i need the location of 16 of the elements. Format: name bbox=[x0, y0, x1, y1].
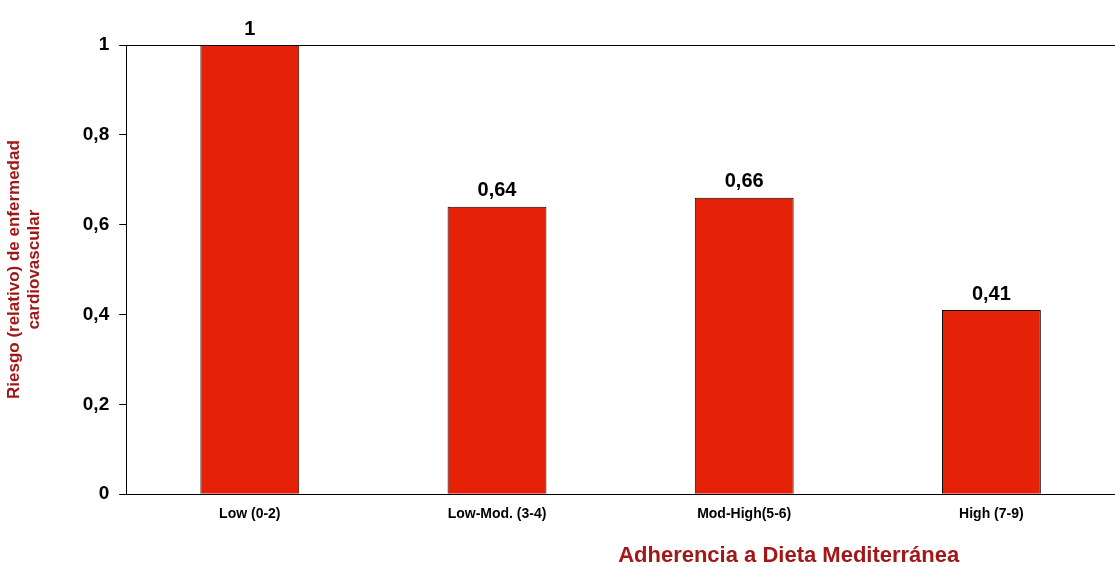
x-tick-label: High (7-9) bbox=[959, 505, 1024, 522]
data-label: 1 bbox=[244, 16, 256, 39]
y-tick-label: 1 bbox=[98, 33, 110, 55]
y-tick-label: 0 bbox=[98, 482, 110, 504]
data-label: 0,41 bbox=[971, 281, 1011, 304]
y-tick-label: 0,6 bbox=[82, 212, 110, 234]
x-tick-label: Mod-High(5-6) bbox=[697, 505, 792, 522]
y-tick-label: 0,4 bbox=[82, 302, 110, 324]
y-tick-label: 0,2 bbox=[82, 392, 110, 414]
data-label: 0,64 bbox=[477, 178, 518, 201]
y-tick-label: 0,8 bbox=[82, 123, 110, 145]
y-axis-title: Riesgo (relativo) de enfermedad cardiovascular bbox=[3, 140, 44, 400]
x-axis-title: Adherencia a Dieta Mediterránea bbox=[618, 542, 961, 567]
x-tick-label: Low (0-2) bbox=[219, 505, 281, 522]
data-label: 0,66 bbox=[724, 169, 764, 192]
x-tick-label: Low-Mod. (3-4) bbox=[447, 505, 547, 522]
